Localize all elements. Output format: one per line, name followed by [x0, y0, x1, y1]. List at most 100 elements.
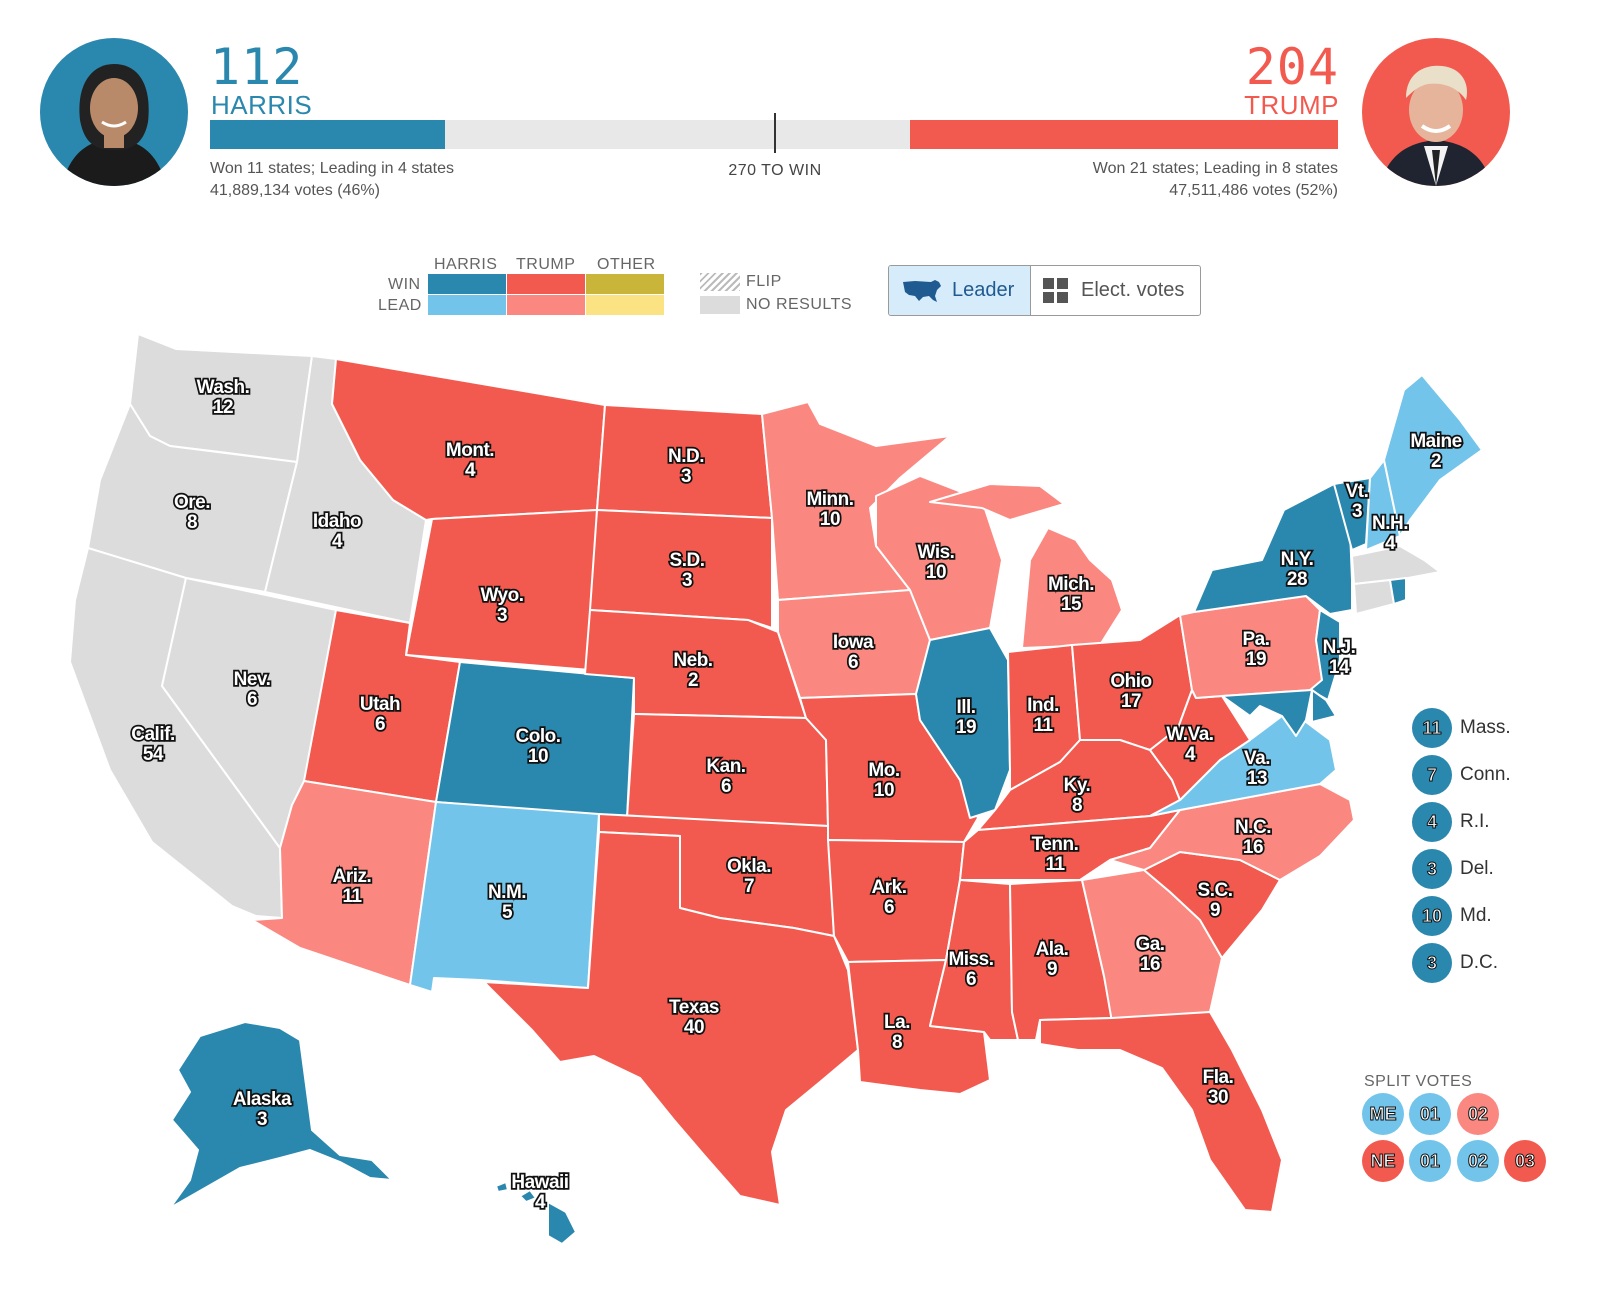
state-label-ev: 19 [956, 717, 976, 738]
state-label-name: Pa. [1242, 629, 1269, 650]
state-label-name: Colo. [516, 726, 561, 747]
small-state-ev-badge: 4 [1412, 802, 1452, 842]
legend-no-results-swatch [700, 296, 740, 314]
state-maine[interactable] [1383, 374, 1483, 537]
legend-flip-label: FLIP [746, 273, 782, 290]
state-north-carolina[interactable] [1109, 783, 1355, 881]
state-label-ev: 10 [874, 780, 894, 801]
state-label-ev: 3 [682, 570, 692, 591]
legend-trump-win-swatch [507, 274, 585, 294]
state-label-ev: 6 [247, 689, 257, 710]
electoral-votes-view-label: Elect. votes [1081, 279, 1185, 301]
state-label-ev: 6 [721, 776, 731, 797]
grid-icon [1043, 278, 1068, 303]
win-threshold-marker [774, 113, 776, 153]
split-nebraska-district-2[interactable]: 02 [1457, 1140, 1499, 1182]
state-new-york[interactable] [1193, 483, 1353, 615]
split-nebraska-state[interactable]: NE [1362, 1140, 1404, 1182]
state-label-ev: 3 [681, 466, 691, 487]
state-label-ev: 11 [342, 886, 362, 907]
legend-col-harris: HARRIS [434, 256, 498, 273]
state-new-mexico[interactable] [409, 801, 600, 993]
small-state-name: Mass. [1460, 717, 1511, 738]
small-state-ev-badge: 3 [1412, 849, 1452, 889]
trump-name: TRUMP [1244, 90, 1339, 120]
state-label-ev: 4 [332, 531, 343, 552]
state-label-name: N.H. [1372, 513, 1408, 534]
state-label-name: Ala. [1036, 939, 1069, 960]
state-label-name: Iowa [833, 632, 874, 653]
harris-name: HARRIS [211, 90, 313, 120]
state-label-name: Ohio [1110, 671, 1151, 692]
state-rhode-island[interactable] [1389, 577, 1407, 605]
state-label-ev: 6 [884, 897, 894, 918]
state-label-ev: 8 [187, 512, 197, 533]
state-label-ev: 10 [926, 562, 946, 583]
state-label-name: Neb. [673, 650, 712, 671]
state-label-name: Fla. [1203, 1067, 1234, 1088]
state-label-ev: 6 [375, 714, 385, 735]
split-maine-district-2[interactable]: 02 [1457, 1093, 1499, 1135]
harris-ev-count: 112 [210, 38, 304, 96]
state-label-name: Ariz. [333, 866, 372, 887]
state-label-ev: 15 [1061, 594, 1082, 615]
trump-votes-summary: 47,511,486 votes (52%) [1169, 182, 1338, 199]
state-delaware[interactable] [1311, 689, 1337, 723]
split-maine-district-1[interactable]: 01 [1409, 1093, 1451, 1135]
state-labels: Wash.12Ore.8Calif.54Idaho4Nev.6Mont.4Wyo… [130, 375, 1464, 1215]
state-connecticut[interactable] [1353, 579, 1395, 615]
state-label-ev: 6 [966, 969, 976, 990]
state-label-name: Va. [1244, 748, 1270, 769]
state-hawaii[interactable] [495, 1181, 577, 1245]
state-label-ev: 54 [143, 744, 164, 765]
split-nebraska-district-1[interactable]: 01 [1409, 1140, 1451, 1182]
state-west-virginia[interactable] [1149, 689, 1251, 801]
state-label-name: Alaska [233, 1089, 292, 1110]
state-label-ev: 3 [257, 1109, 267, 1130]
state-label-ev: 17 [1121, 691, 1141, 712]
small-state-name: Conn. [1460, 764, 1511, 785]
legend-col-trump: TRUMP [516, 256, 576, 273]
small-state-ev-badge: 3 [1412, 943, 1452, 983]
harris-votes-summary: 41,889,134 votes (46%) [210, 182, 380, 199]
state-label-ev: 14 [1329, 657, 1350, 678]
leader-view-button[interactable]: Leader [889, 266, 1031, 315]
state-label-name: Wash. [197, 377, 250, 398]
harris-summary: Won 11 states; Leading in 4 states 41,88… [210, 158, 454, 202]
state-label-name: Ark. [872, 877, 907, 898]
state-label-ev: 3 [1352, 501, 1362, 522]
state-label-ev: 3 [497, 605, 507, 626]
state-label-name: La. [884, 1012, 910, 1033]
trump-ev-count: 204 [1245, 38, 1339, 96]
legend-flip-swatch [700, 273, 740, 291]
us-map-icon [903, 280, 941, 302]
state-label-ev: 5 [502, 902, 513, 923]
state-label-ev: 16 [1140, 954, 1160, 975]
state-florida[interactable] [1039, 1011, 1283, 1213]
electoral-votes-view-button[interactable]: Elect. votes [1031, 266, 1200, 315]
state-illinois[interactable] [915, 627, 1011, 819]
state-label-name: N.Y. [1281, 549, 1314, 570]
small-state-name: R.I. [1460, 811, 1490, 832]
split-nebraska-district-3[interactable]: 03 [1504, 1140, 1546, 1182]
state-label-ev: 6 [848, 652, 858, 673]
state-label-name: Tenn. [1032, 834, 1079, 855]
state-label-ev: 9 [1210, 900, 1220, 921]
state-label-name: W.Va. [1166, 724, 1213, 745]
state-label-name: Maine [1410, 431, 1461, 452]
split-maine-state[interactable]: ME [1362, 1093, 1404, 1135]
state-label-ev: 10 [528, 746, 548, 767]
state-label-name: N.C. [1235, 817, 1271, 838]
state-arkansas[interactable] [827, 839, 965, 963]
state-alaska[interactable] [169, 1021, 393, 1209]
state-label-name: Wyo. [480, 585, 523, 606]
state-label-name: Ky. [1064, 775, 1091, 796]
state-label-name: Nev. [234, 669, 271, 690]
state-label-ev: 30 [1208, 1087, 1228, 1108]
state-texas[interactable] [483, 831, 859, 1206]
state-michigan[interactable] [929, 483, 1123, 649]
state-label-ev: 4 [535, 1192, 546, 1213]
legend-col-other: OTHER [597, 256, 656, 273]
state-label-ev: 4 [465, 460, 476, 481]
